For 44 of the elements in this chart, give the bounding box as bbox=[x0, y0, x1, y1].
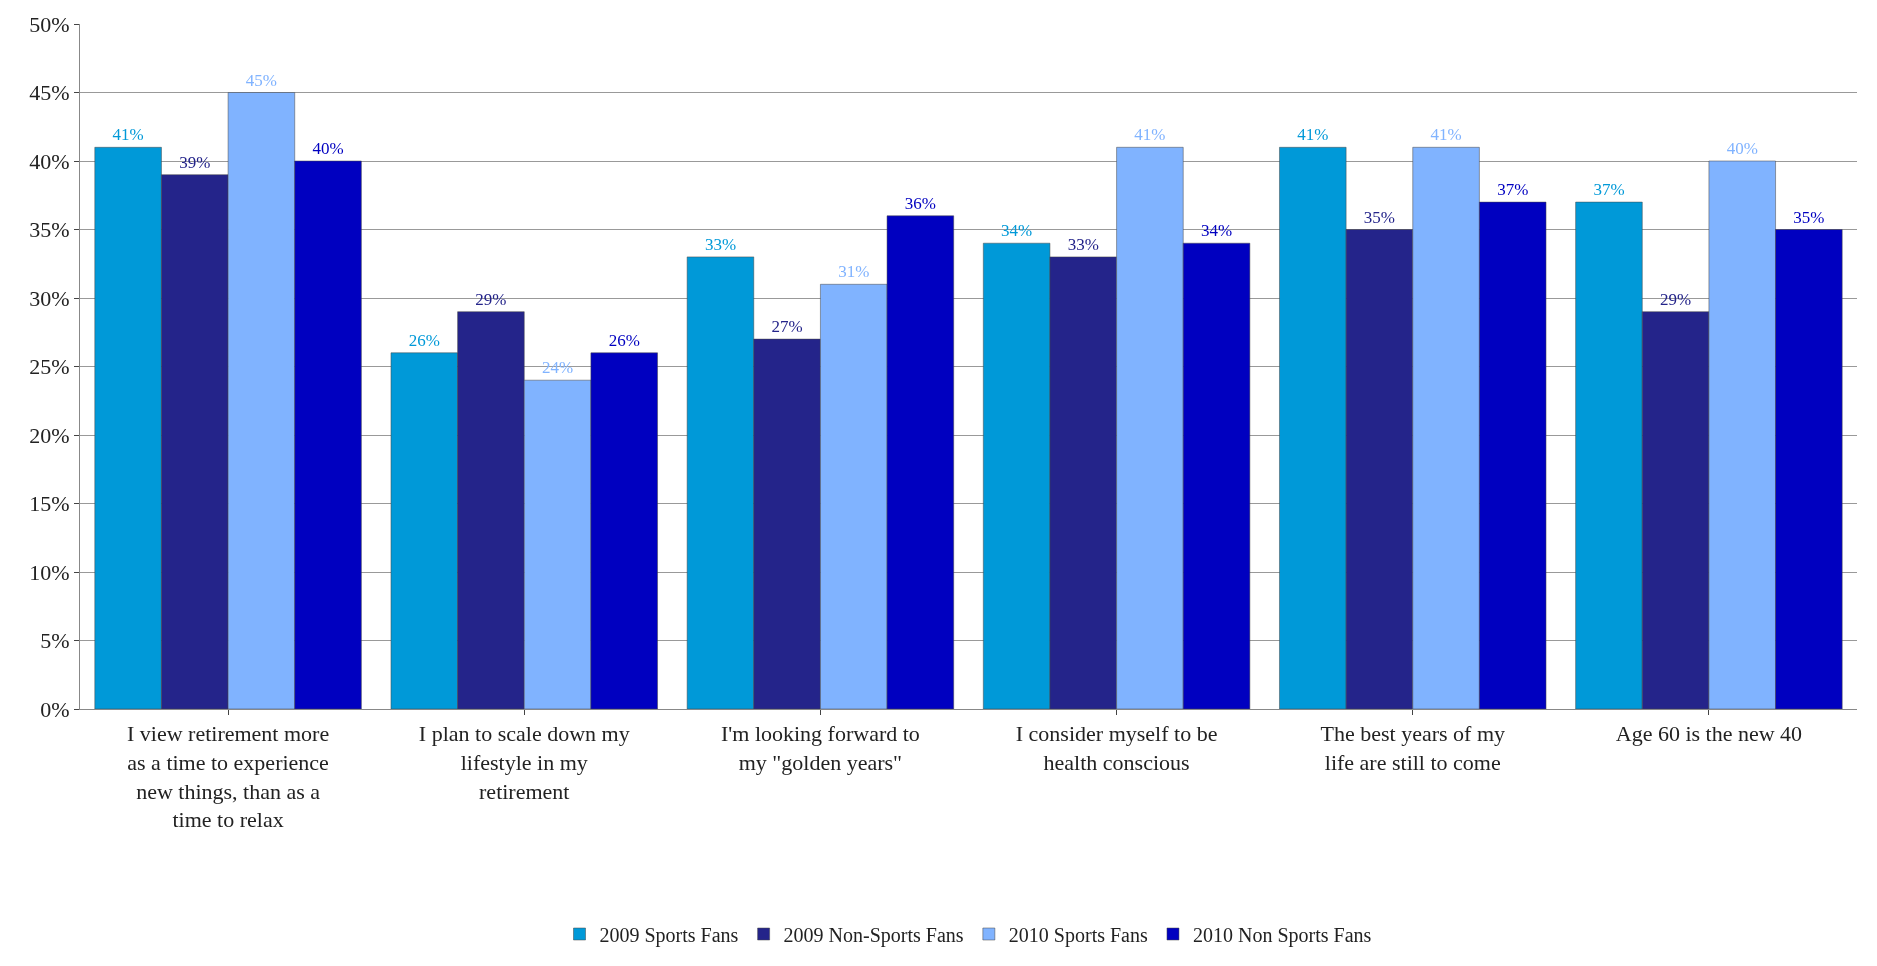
data-label: 37% bbox=[1497, 180, 1529, 200]
x-tick-label: I plan to scale down my lifestyle in my retirement bbox=[418, 721, 630, 804]
y-tick-label: 25% bbox=[29, 354, 70, 380]
data-label: 29% bbox=[475, 289, 507, 309]
legend-label: 2009 Non-Sports Fans bbox=[783, 923, 964, 947]
y-tick-label: 40% bbox=[29, 148, 70, 174]
data-label: 34% bbox=[1001, 221, 1033, 241]
data-label: 31% bbox=[838, 262, 870, 282]
data-label: 45% bbox=[245, 70, 277, 90]
data-label: 33% bbox=[704, 234, 737, 254]
data-label: 33% bbox=[1067, 234, 1099, 254]
data-label: 36% bbox=[904, 193, 936, 213]
y-tick-label: 15% bbox=[29, 491, 70, 517]
data-label: 41% bbox=[112, 125, 144, 145]
data-label: 39% bbox=[179, 152, 211, 172]
data-label: 26% bbox=[608, 330, 640, 350]
y-tick-label: 30% bbox=[29, 285, 70, 311]
data-label: 41% bbox=[1297, 125, 1329, 145]
y-tick-label: 5% bbox=[40, 628, 70, 654]
x-tick-label: The best years of my life are still to come bbox=[1320, 721, 1505, 775]
y-tick-label: 10% bbox=[29, 559, 70, 585]
data-label: 35% bbox=[1793, 207, 1825, 227]
data-label: 41% bbox=[1430, 125, 1462, 145]
y-tick-label: 45% bbox=[29, 80, 70, 106]
data-label: 27% bbox=[771, 317, 803, 337]
x-tick-label: I'm looking forward to my "golden years" bbox=[720, 721, 920, 775]
data-label: 29% bbox=[1660, 289, 1692, 309]
data-label: 34% bbox=[1200, 221, 1233, 241]
legend-label: 2010 Sports Fans bbox=[1008, 923, 1148, 947]
data-label: 40% bbox=[1726, 139, 1758, 158]
legend-label: 2010 Non Sports Fans bbox=[1192, 923, 1372, 947]
legend-label: 2009 Sports Fans bbox=[599, 923, 739, 947]
x-tick-label: I view retirement more as a time to experience new things, than as a time to relax bbox=[126, 721, 330, 833]
data-label: 35% bbox=[1363, 207, 1396, 227]
y-tick-label: 35% bbox=[29, 217, 70, 243]
data-label: 37% bbox=[1593, 180, 1625, 200]
y-tick-label: 0% bbox=[40, 696, 70, 722]
x-tick-label: Age 60 is the new 40 bbox=[1615, 721, 1803, 747]
data-label: 26% bbox=[408, 330, 440, 350]
data-label: 40% bbox=[312, 139, 344, 158]
x-tick-label: I consider myself to be health conscious bbox=[1015, 721, 1218, 775]
y-tick-label: 50% bbox=[29, 11, 70, 37]
data-label: 41% bbox=[1134, 125, 1166, 145]
y-tick-label: 20% bbox=[29, 422, 70, 448]
